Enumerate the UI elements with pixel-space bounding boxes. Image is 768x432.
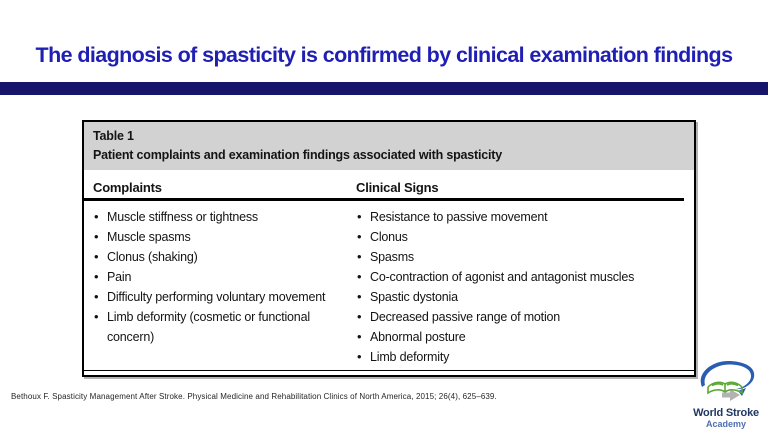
list-item: Resistance to passive movement xyxy=(356,207,685,227)
table-1: Table 1 Patient complaints and examinati… xyxy=(82,120,696,377)
list-item: Muscle spasms xyxy=(93,227,356,247)
world-stroke-academy-logo: World Stroke Academy xyxy=(685,357,767,430)
list-item: Spasms xyxy=(356,247,685,267)
list-item: Abnormal posture xyxy=(356,327,685,347)
list-item: Co-contraction of agonist and antagonist… xyxy=(356,267,685,287)
list-item: Pain xyxy=(93,267,356,287)
list-item: Decreased passive range of motion xyxy=(356,307,685,327)
logo-text-academy: Academy xyxy=(705,419,747,429)
list-item: Limb deformity xyxy=(356,347,685,367)
list-item: Muscle stiffness or tightness xyxy=(93,207,356,227)
list-item: Spastic dystonia xyxy=(356,287,685,307)
table-column-headers: Complaints Clinical Signs xyxy=(84,170,694,195)
column-header-clinical-signs: Clinical Signs xyxy=(356,180,439,195)
open-book-shape xyxy=(707,381,743,395)
swoosh-shape xyxy=(700,361,755,390)
list-item: Clonus xyxy=(356,227,685,247)
table-bottom-rule xyxy=(84,369,694,371)
list-item: Clonus (shaking) xyxy=(93,247,356,267)
column-header-rule xyxy=(84,198,684,201)
clinical-signs-list: Resistance to passive movement Clonus Sp… xyxy=(356,207,685,367)
complaints-list: Muscle stiffness or tightness Muscle spa… xyxy=(93,207,356,367)
reference-citation: Bethoux F. Spasticity Management After S… xyxy=(11,392,497,401)
title-accent-bar xyxy=(0,82,768,95)
list-item: Limb deformity (cosmetic or functional c… xyxy=(93,307,356,347)
page-title: The diagnosis of spasticity is confirmed… xyxy=(35,43,734,67)
list-item: Difficulty performing voluntary movement xyxy=(93,287,356,307)
gray-arrow-overlay-icon xyxy=(722,389,740,401)
logo-book-swoosh-icon xyxy=(700,361,755,401)
table-label: Table 1 xyxy=(93,129,134,143)
logo-text-world-stroke: World Stroke xyxy=(693,407,759,419)
table-body: Muscle stiffness or tightness Muscle spa… xyxy=(84,201,694,367)
column-header-complaints: Complaints xyxy=(93,180,162,195)
table-caption: Patient complaints and examination findi… xyxy=(93,148,503,162)
table-header-band: Table 1 Patient complaints and examinati… xyxy=(84,122,694,170)
